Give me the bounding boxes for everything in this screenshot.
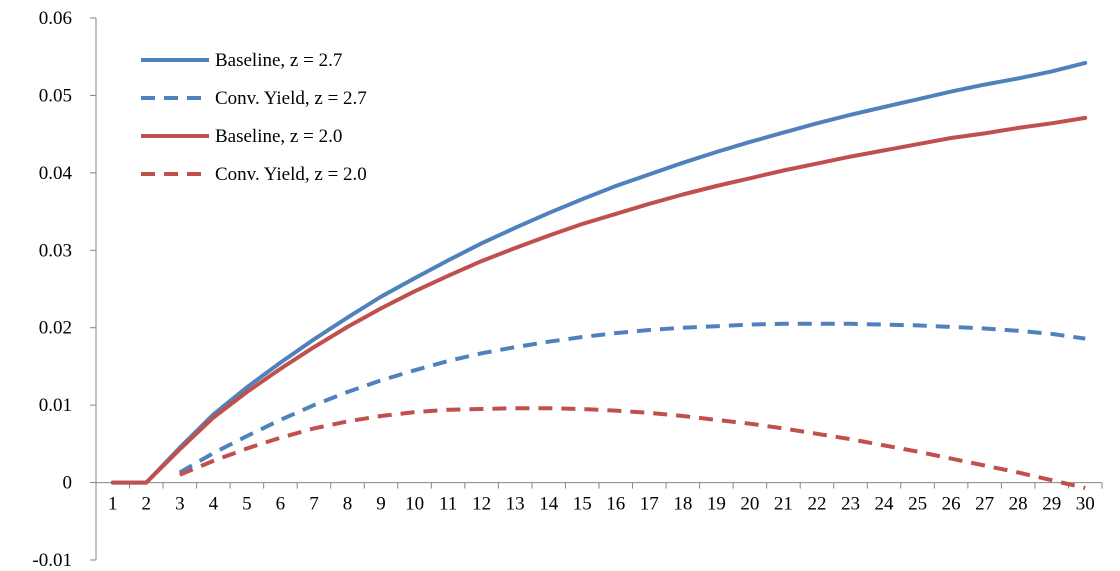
x-tick-label: 17 <box>640 494 659 515</box>
x-axis-ticks: 1 2 3 4 5 6 7 8 9 10 11 12 13 14 15 16 17 18 19 20 21 22 23 24 2… <box>95 482 1103 515</box>
y-tick-label: 0.03 <box>39 240 72 261</box>
y-tick-label: -0.01 <box>32 550 72 571</box>
x-tick-label: 21 <box>774 494 793 515</box>
series-line-1 <box>110 60 1088 485</box>
legend-label-3: Baseline, z = 2.0 <box>215 126 342 147</box>
x-tick-label: 27 <box>975 494 994 515</box>
y-tick-label: 0.05 <box>39 85 72 106</box>
x-tick-label: 5 <box>242 494 252 515</box>
x-tick-label: 1 <box>108 494 118 515</box>
legend: Baseline, z = 2.7 Conv. Yield, z = 2.7 Bas… <box>141 50 367 185</box>
y-tick-label: 0.01 <box>39 395 72 416</box>
x-tick-label: 7 <box>309 494 319 515</box>
x-tick-label: 25 <box>908 494 927 515</box>
series-line-4 <box>179 406 1086 490</box>
x-tick-label: 6 <box>276 494 286 515</box>
x-tick-label: 13 <box>506 494 525 515</box>
x-tick-label: 4 <box>209 494 219 515</box>
x-tick-label: 22 <box>807 494 826 515</box>
x-tick-label: 11 <box>439 494 457 515</box>
x-tick-label: 24 <box>875 494 895 515</box>
legend-label-2: Conv. Yield, z = 2.7 <box>215 88 367 109</box>
x-tick-label: 20 <box>740 494 759 515</box>
x-tick-label: 12 <box>472 494 491 515</box>
y-tick-label: 0.02 <box>39 318 72 339</box>
x-tick-label: 30 <box>1076 494 1095 515</box>
series-line-3 <box>110 115 1088 485</box>
legend-label-4: Conv. Yield, z = 2.0 <box>215 164 367 185</box>
x-tick-label: 8 <box>343 494 353 515</box>
x-tick-label: 18 <box>673 494 692 515</box>
x-tick-label: 29 <box>1042 494 1061 515</box>
x-tick-label: 19 <box>707 494 726 515</box>
x-tick-label: 9 <box>376 494 386 515</box>
y-axis-ticks: -0.01 0 0.01 0.02 0.03 0.04 0.05 0.06 <box>32 8 96 571</box>
x-tick-label: 16 <box>606 494 625 515</box>
y-tick-label: 0.06 <box>39 8 72 29</box>
x-tick-label: 14 <box>539 494 559 515</box>
series-lines <box>110 60 1088 490</box>
x-tick-label: 23 <box>841 494 860 515</box>
y-tick-label: 0 <box>63 473 73 494</box>
x-tick-label: 3 <box>175 494 185 515</box>
x-tick-label: 15 <box>573 494 592 515</box>
x-tick-label: 2 <box>142 494 152 515</box>
x-tick-label: 26 <box>942 494 961 515</box>
legend-label-1: Baseline, z = 2.7 <box>215 50 342 71</box>
y-tick-label: 0.04 <box>39 163 73 184</box>
series-line-2 <box>178 321 1086 475</box>
x-tick-label: 10 <box>405 494 424 515</box>
x-tick-label: 28 <box>1009 494 1028 515</box>
